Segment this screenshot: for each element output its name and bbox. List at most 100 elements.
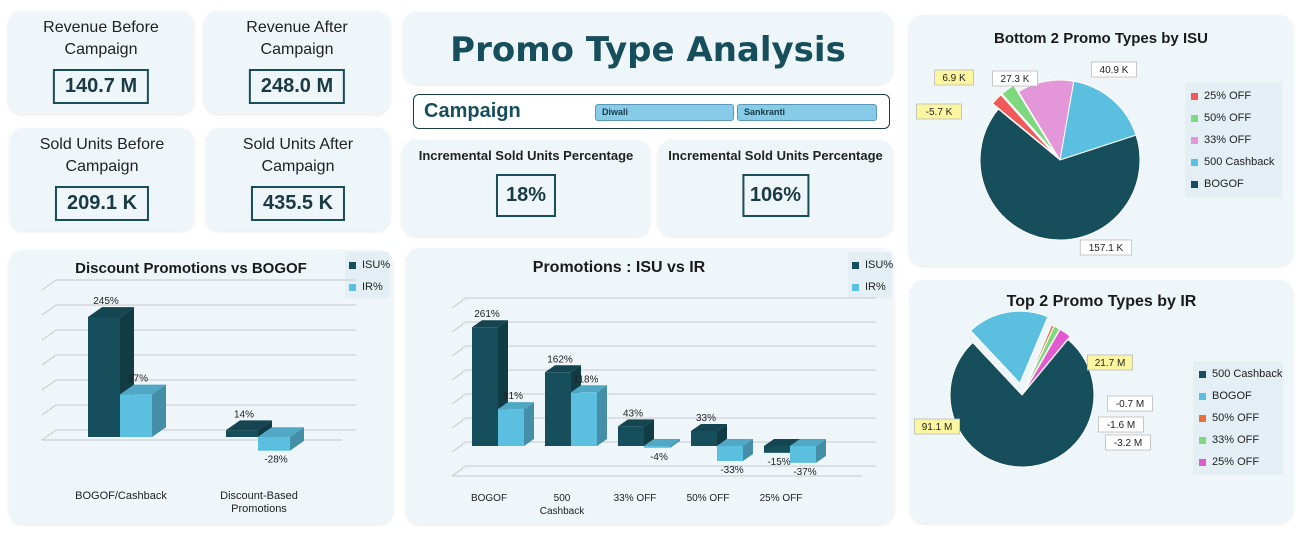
legend-item: 33% OFF: [1193, 429, 1283, 451]
pie-slice-bogof: [969, 310, 1049, 385]
bar-side: [152, 384, 166, 437]
chart-card-top2-ir: Top 2 Promo Types by IR 91.1 M 21.7 M -0.7…: [910, 280, 1293, 523]
data-label: -5.7 K: [926, 107, 953, 118]
data-label-box: [1097, 416, 1144, 433]
gridline: [451, 321, 467, 333]
incremental-title: Incremental Sold Units Percentage: [418, 148, 634, 163]
legend-swatch: [852, 283, 859, 291]
legend-swatch: [1191, 180, 1198, 188]
data-label-box: [1086, 354, 1133, 371]
pie-slice-25-off: [1023, 328, 1071, 393]
data-label: 43%: [623, 408, 643, 419]
legend-swatch: [349, 261, 356, 269]
gridline: [451, 417, 467, 429]
bar-side: [524, 402, 534, 446]
kpi-title: Sold Units After Campaign: [242, 136, 354, 175]
incremental-title: Incremental Sold Units Percentage: [668, 148, 883, 163]
legend-swatch: [1191, 114, 1198, 122]
legend-label: 50% OFF: [1212, 412, 1260, 424]
data-label: 91.1 M: [922, 422, 953, 433]
bar-side: [670, 439, 680, 448]
bar-IR%: [258, 437, 290, 451]
legend-label: ISU%: [865, 259, 894, 271]
bar-ISU%: [472, 327, 498, 446]
bar-ISU%: [618, 426, 644, 446]
gridline: [41, 379, 57, 391]
chart-title: Bottom 2 Promo Types by ISU: [994, 30, 1208, 47]
chart-card-isu-vs-ir: Promotions : ISU vs IR ISU% IR% 261% 81% B…: [406, 248, 894, 524]
legend-swatch: [1191, 136, 1198, 144]
chart-legend: 500 Cashback BOGOF 50% OFF 33% OFF 25% O…: [1193, 361, 1283, 475]
bar-top: [258, 427, 304, 437]
gridline: [41, 329, 57, 341]
data-label-box: [1104, 434, 1151, 451]
slicer-label: Campaign: [424, 100, 521, 122]
bar-top: [717, 439, 753, 446]
data-label: 162%: [547, 354, 573, 365]
legend-label: 50% OFF: [1204, 112, 1252, 124]
gridline: [41, 304, 57, 316]
pie-slice-33-off: [1023, 325, 1061, 392]
bar-IR%: [571, 392, 597, 446]
bar-IR%: [717, 446, 743, 462]
category-label: 33% OFF: [614, 493, 657, 504]
bar-chart-isu-vs-ir: 261% 81% BOGOF 162%118% 500 Cashback 43% -4% 33%…: [451, 297, 876, 517]
legend-label: BOGOF: [1212, 390, 1252, 402]
gridline: [41, 354, 57, 366]
bar-IR%: [790, 446, 816, 463]
bar-top: [120, 384, 166, 395]
bar-top: [790, 439, 826, 446]
legend-item-isu: ISU%: [848, 254, 894, 276]
legend-swatch: [1199, 414, 1206, 422]
bar-IR%: [120, 394, 152, 437]
kpi-title: Sold Units Before Campaign: [39, 136, 165, 175]
bar-side: [597, 385, 607, 446]
kpi-value: 209.1 K: [54, 186, 150, 221]
bar-side: [644, 419, 654, 446]
bar-top: [764, 439, 800, 446]
legend-swatch: [1199, 392, 1206, 400]
category-label: 500: [554, 493, 571, 504]
gridline: [451, 369, 467, 381]
legend-item: BOGOF: [1193, 385, 1283, 407]
gridline: [41, 429, 57, 441]
gridline: [451, 465, 467, 477]
kpi-value: 435.5 K: [250, 186, 346, 221]
bar-IR%: [644, 446, 670, 448]
gridline: [451, 393, 467, 405]
legend-swatch: [1199, 370, 1206, 378]
legend-label: 500 Cashback: [1212, 368, 1283, 380]
chart-legend: ISU% IR%: [345, 252, 391, 298]
data-label: 21.7 M: [1095, 358, 1126, 369]
legend-label: ISU%: [362, 259, 391, 271]
legend-label: BOGOF: [1204, 178, 1244, 190]
pie-slice-bogof: [979, 108, 1141, 241]
data-label: 27.3 K: [1001, 74, 1030, 85]
bar-ISU%: [545, 372, 571, 446]
gridline: [41, 404, 57, 416]
category-label: BOGOF/Cashback: [75, 490, 167, 502]
data-label: -33%: [720, 465, 743, 476]
legend-item: 500 Cashback: [1185, 151, 1282, 173]
legend-item: BOGOF: [1185, 173, 1282, 195]
data-label: 245%: [93, 296, 119, 307]
bar-side: [743, 439, 753, 462]
bar-top: [498, 402, 534, 410]
slicer-option-sankranti[interactable]: Sankranti: [737, 104, 877, 121]
slicer-option-diwali[interactable]: Diwali: [595, 104, 734, 121]
data-label: -15%: [767, 457, 790, 468]
legend-label: 25% OFF: [1212, 456, 1260, 468]
kpi-title: Revenue Before Campaign: [43, 19, 159, 58]
chart-title: Top 2 Promo Types by IR: [1006, 293, 1197, 310]
legend-item-ir: IR%: [345, 276, 389, 298]
data-label: -1.6 M: [1107, 420, 1135, 431]
data-label: 261%: [474, 309, 500, 320]
kpi-value: 140.7 M: [52, 69, 150, 104]
campaign-slicer: Campaign Diwali Sankranti: [413, 94, 890, 129]
legend-swatch: [1191, 158, 1198, 166]
kpi-card-units-after: Sold Units After Campaign 435.5 K: [206, 128, 390, 231]
pie-slice-25-off: [991, 94, 1055, 155]
data-label: -3.2 M: [1114, 438, 1142, 449]
bar-top: [545, 365, 581, 373]
legend-item: 25% OFF: [1193, 451, 1283, 473]
